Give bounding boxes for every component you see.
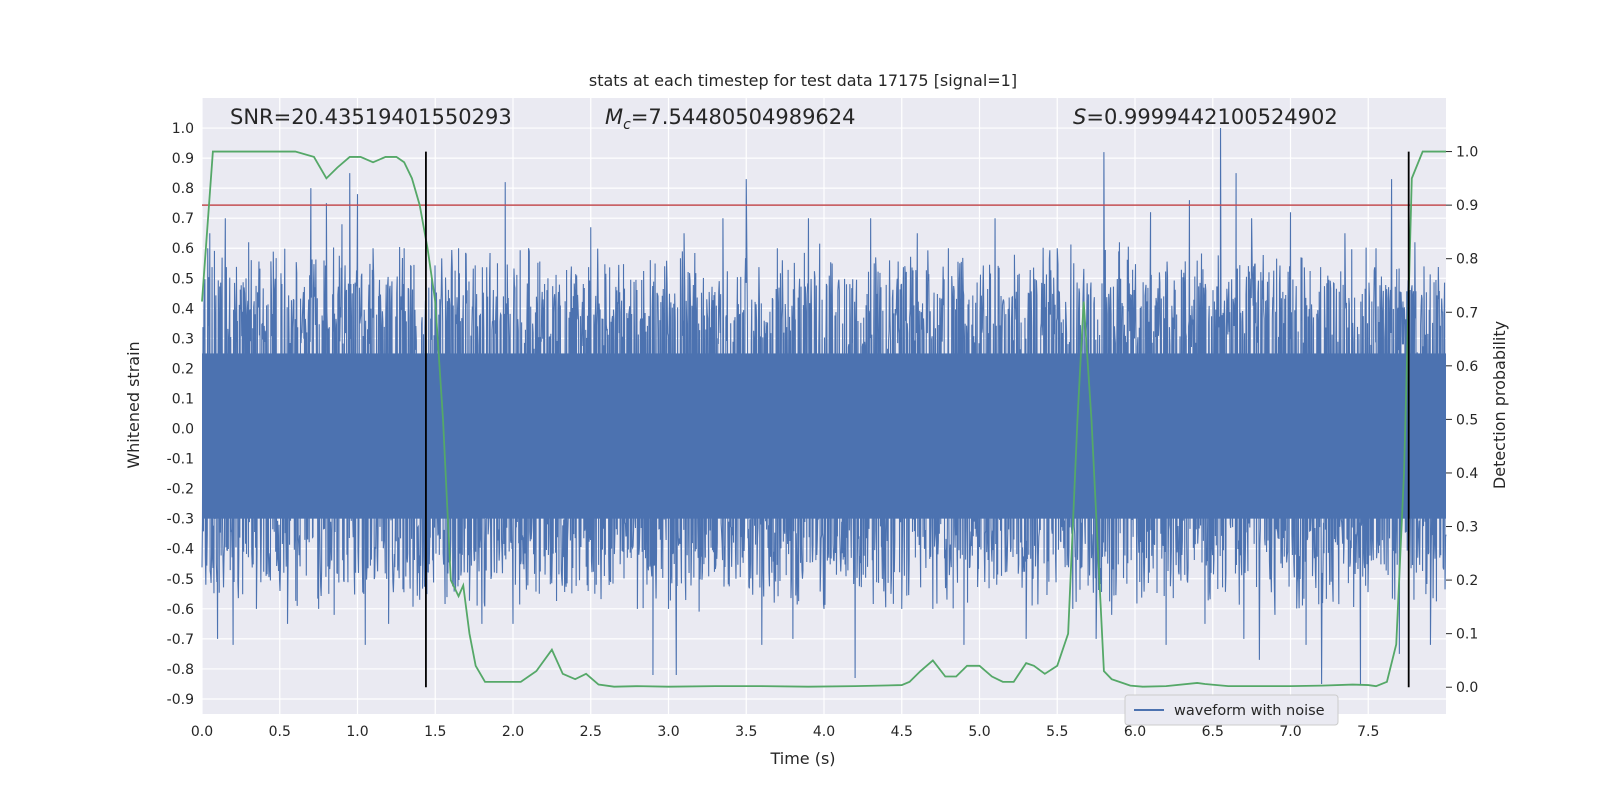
chart-title: stats at each timestep for test data 171… <box>589 71 1017 90</box>
y-left-tick-label: -0.9 <box>167 692 194 708</box>
s-value: =0.9999442100524902 <box>1086 105 1337 129</box>
s-symbol: S <box>1073 105 1086 129</box>
y-right-tick-label: 0.8 <box>1456 252 1478 268</box>
y-left-tick-label: 0.9 <box>172 151 194 167</box>
x-tick-label: 6.5 <box>1202 724 1224 740</box>
mc-symbol: M <box>605 105 623 129</box>
legend: waveform with noise <box>1124 694 1339 726</box>
x-axis-label: Time (s) <box>769 749 835 768</box>
waveform-dense-band <box>202 353 1446 519</box>
y-left-tick-label: -0.8 <box>167 662 194 678</box>
y-left-tick-label: 0.0 <box>172 422 194 438</box>
x-tick-label: 2.0 <box>502 724 524 740</box>
y-left-tick-label: 0.1 <box>172 391 194 407</box>
s-annotation: S=0.9999442100524902 <box>1073 105 1338 129</box>
x-tick-label: 7.0 <box>1279 724 1301 740</box>
y-left-tick-label: -0.7 <box>167 632 194 648</box>
y-left-tick-label: 0.4 <box>172 301 194 317</box>
y-right-tick-label: 0.5 <box>1456 412 1478 428</box>
x-tick-label: 1.5 <box>424 724 446 740</box>
x-axis-ticks: 0.0 0.5 1.0 1.5 2.0 2.5 3.0 3.5 4.0 4.5 5.0 5.5 6.0 6… <box>191 724 1380 740</box>
x-tick-label: 6.0 <box>1124 724 1146 740</box>
x-tick-label: 3.0 <box>657 724 679 740</box>
x-tick-label: 5.0 <box>968 724 990 740</box>
y-left-tick-label: -0.2 <box>167 482 194 498</box>
y-right-tick-label: 0.1 <box>1456 627 1478 643</box>
y-right-tick-label: 0.2 <box>1456 573 1478 589</box>
y-right-tick-label: 0.0 <box>1456 680 1478 696</box>
legend-label-waveform: waveform with noise <box>1174 703 1325 719</box>
y-left-tick-label: -0.5 <box>167 572 194 588</box>
mc-subscript: c <box>623 117 631 133</box>
y-left-tick-label: -0.3 <box>167 512 194 528</box>
x-tick-label: 0.0 <box>191 724 213 740</box>
y-right-tick-label: 0.3 <box>1456 520 1478 536</box>
y-right-tick-label: 1.0 <box>1456 145 1478 161</box>
probability-path <box>201 150 1446 688</box>
x-tick-label: 4.5 <box>891 724 913 740</box>
y-left-tick-label: 0.5 <box>172 271 194 287</box>
vertical-marker-lines <box>425 151 1410 688</box>
y-right-tick-label: 0.9 <box>1456 198 1478 214</box>
x-tick-label: 7.5 <box>1357 724 1379 740</box>
x-tick-label: 1.0 <box>346 724 368 740</box>
y-left-tick-label: 0.8 <box>172 181 194 197</box>
legend-box <box>1124 694 1339 726</box>
y-left-tick-label: -0.1 <box>167 452 194 468</box>
y-left-tick-label: 0.2 <box>172 361 194 377</box>
y-right-tick-label: 0.7 <box>1456 305 1478 321</box>
y-left-tick-label: 0.3 <box>172 331 194 347</box>
y-right-tick-label: 0.4 <box>1456 466 1478 482</box>
series-waveform-with-noise <box>201 128 1447 684</box>
y-left-tick-label: 1.0 <box>172 121 194 137</box>
y-left-tick-label: -0.6 <box>167 602 194 618</box>
x-tick-label: 2.5 <box>580 724 602 740</box>
y-axis-right-label: Detection probability <box>1490 321 1509 489</box>
x-tick-label: 3.5 <box>735 724 757 740</box>
x-tick-label: 5.5 <box>1046 724 1068 740</box>
x-tick-label: 0.5 <box>269 724 291 740</box>
y-right-tick-label: 0.6 <box>1456 359 1478 375</box>
mc-value: =7.54480504989624 <box>631 105 856 129</box>
y-axis-right-ticks: 1.0 0.9 0.8 0.7 0.6 0.5 0.4 0.3 0.2 0.1 0.0 <box>1446 145 1478 696</box>
y-left-tick-label: 0.7 <box>172 211 194 227</box>
x-tick-label: 4.0 <box>813 724 835 740</box>
y-left-tick-label: 0.6 <box>172 241 194 257</box>
snr-annotation: SNR=20.43519401550293 <box>230 105 512 129</box>
y-axis-left-label: Whitened strain <box>124 341 143 468</box>
y-axis-left-ticks: 1.0 0.9 0.8 0.7 0.6 0.5 0.4 0.3 0.2 0.1 0.0 -0.1 -0.… <box>167 121 194 708</box>
series-detection-probability <box>201 150 1446 688</box>
mc-annotation: Mc=7.54480504989624 <box>605 105 856 133</box>
y-left-tick-label: -0.4 <box>167 542 194 558</box>
